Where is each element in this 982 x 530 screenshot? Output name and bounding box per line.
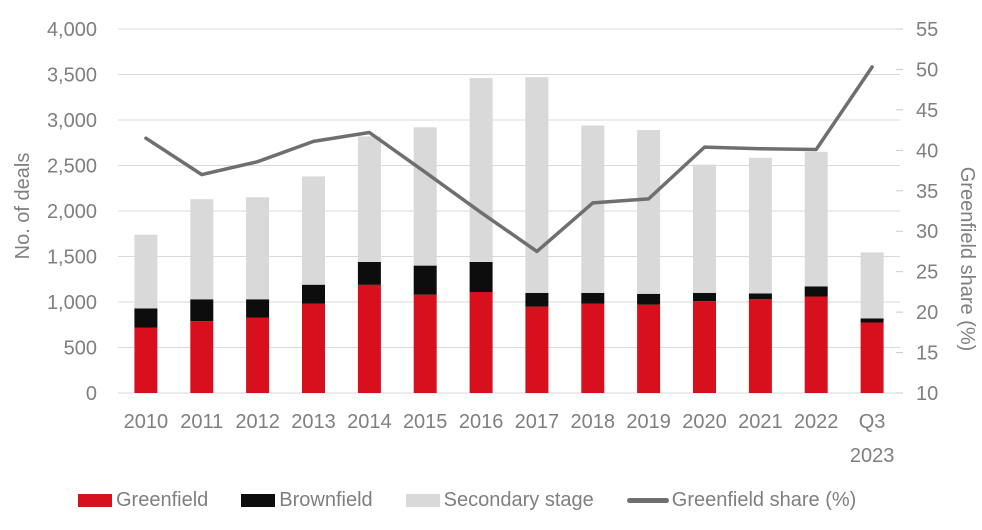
greenfield-share-line [144, 65, 874, 254]
bars-group [134, 77, 884, 393]
bar-greenfield-2019 [637, 304, 661, 393]
bar-brownfield-2022 [804, 286, 828, 297]
x-tick-label: 2017 [515, 411, 560, 433]
bar-secondary-stage-2019 [637, 130, 661, 294]
legend-item-greenfield: Greenfield [78, 489, 208, 512]
x-tick-label: 2012 [235, 411, 280, 433]
x-tick-label: 2015 [403, 411, 448, 433]
bar-greenfield-2011 [190, 321, 214, 393]
legend-item-greenfield-share: Greenfield share (%) [626, 489, 857, 512]
x-tick-label: Q3 2023 [850, 411, 895, 467]
right-tick-label: 15 [916, 343, 938, 365]
x-tick-label: 2019 [626, 411, 671, 433]
bar-secondary-stage-2021 [748, 157, 772, 294]
left-axis-ticks: 0 500 1,000 1,500 2,000 2,500 3,000 3,500 4,000 [47, 19, 97, 405]
left-tick-label: 3,500 [47, 65, 97, 87]
x-tick-label: 2022 [794, 411, 839, 433]
right-tick-label: 35 [916, 181, 938, 203]
bar-secondary-stage-2010 [134, 234, 158, 309]
x-axis-labels: 2010 2011 2012 2013 2014 2015 2016 2017 2018 2019… [124, 411, 895, 467]
bar-secondary-stage-2018 [581, 125, 605, 293]
right-tick-label: 25 [916, 262, 938, 284]
x-tick-label: 2021 [738, 411, 783, 433]
right-tick-label: 20 [916, 302, 938, 324]
bar-brownfield-2010 [134, 308, 158, 328]
right-tick-label: 55 [916, 19, 938, 41]
bar-greenfield-2012 [246, 317, 270, 393]
right-axis-ticks: 10 15 20 25 30 35 40 45 50 55 [916, 19, 938, 405]
x-tick-label: 2016 [459, 411, 504, 433]
right-axis-title: Greenfield share (%) [956, 166, 978, 352]
right-tick-label: 30 [916, 221, 938, 243]
bar-greenfield-Q3-2023 [860, 322, 884, 393]
bar-greenfield-2022 [804, 296, 828, 393]
legend-label-brownfield: Brownfield [279, 489, 373, 511]
right-tick-label: 45 [916, 100, 938, 122]
x-tick-label: 2014 [347, 411, 392, 433]
secondary-stage-swatch [405, 494, 440, 507]
bar-brownfield-2020 [693, 292, 716, 302]
greenfield-share-line-swatch [626, 498, 669, 503]
right-axis-tickmarks [896, 28, 903, 394]
x-tick-label: 2011 [180, 411, 223, 433]
right-tick-label: 40 [916, 140, 938, 162]
bar-greenfield-2013 [302, 303, 325, 393]
left-tick-label: 0 [86, 383, 97, 405]
bar-greenfield-2016 [469, 292, 493, 393]
left-tick-label: 1,000 [47, 292, 97, 314]
bar-brownfield-2011 [190, 299, 214, 322]
legend-label-greenfield: Greenfield [116, 489, 209, 511]
right-tick-label: 50 [916, 59, 938, 81]
bar-brownfield-2019 [637, 293, 661, 305]
bar-greenfield-2021 [748, 299, 772, 393]
bar-secondary-stage-2014 [357, 136, 381, 262]
left-tick-label: 2,500 [47, 156, 97, 178]
bar-brownfield-2016 [469, 262, 493, 292]
left-axis-title: No. of deals [12, 152, 34, 260]
left-tick-label: 2,000 [47, 201, 97, 223]
greenfield-swatch [78, 494, 112, 507]
bar-brownfield-2014 [357, 262, 381, 285]
bar-secondary-stage-2020 [693, 164, 716, 293]
bar-secondary-stage-2011 [190, 199, 214, 300]
bar-brownfield-Q3-2023 [860, 318, 884, 323]
bar-secondary-stage-Q3-2023 [860, 252, 884, 319]
x-tick-label: 2013 [291, 411, 336, 433]
bar-secondary-stage-2017 [525, 77, 549, 293]
gridlines [118, 28, 900, 394]
bar-greenfield-2014 [357, 284, 381, 393]
bar-secondary-stage-2015 [413, 127, 437, 266]
bar-greenfield-2017 [525, 306, 549, 393]
brownfield-swatch [241, 494, 276, 507]
left-tick-label: 4,000 [47, 19, 97, 41]
bar-secondary-stage-2013 [302, 176, 325, 285]
legend-label-secondary-stage: Secondary stage [443, 489, 594, 511]
left-tick-label: 3,000 [47, 110, 97, 132]
bar-brownfield-2012 [246, 299, 270, 318]
legend-item-secondary-stage: Secondary stage [405, 489, 594, 512]
legend-label-greenfield-share: Greenfield share (%) [671, 489, 857, 511]
bar-greenfield-2015 [413, 294, 437, 393]
x-tick-label: 2020 [682, 411, 727, 433]
left-tick-label: 500 [64, 338, 97, 360]
bar-brownfield-2018 [581, 292, 605, 304]
legend-item-brownfield: Brownfield [241, 489, 373, 512]
left-tick-label: 1,500 [47, 247, 97, 269]
x-tick-label: 2018 [571, 411, 616, 433]
right-tick-label: 10 [916, 383, 938, 405]
bar-brownfield-2021 [748, 293, 772, 300]
bar-secondary-stage-2012 [246, 197, 270, 300]
x-tick-label: 2010 [124, 411, 169, 433]
bar-secondary-stage-2016 [469, 78, 493, 262]
bar-brownfield-2015 [413, 265, 437, 295]
bar-secondary-stage-2022 [804, 151, 828, 287]
bar-brownfield-2017 [525, 292, 549, 307]
bar-greenfield-2020 [693, 301, 716, 393]
bar-greenfield-2018 [581, 303, 605, 393]
bar-greenfield-2010 [134, 327, 158, 393]
bar-brownfield-2013 [302, 284, 325, 304]
legend: Greenfield Brownfield Secondary stage Gr… [78, 489, 856, 512]
